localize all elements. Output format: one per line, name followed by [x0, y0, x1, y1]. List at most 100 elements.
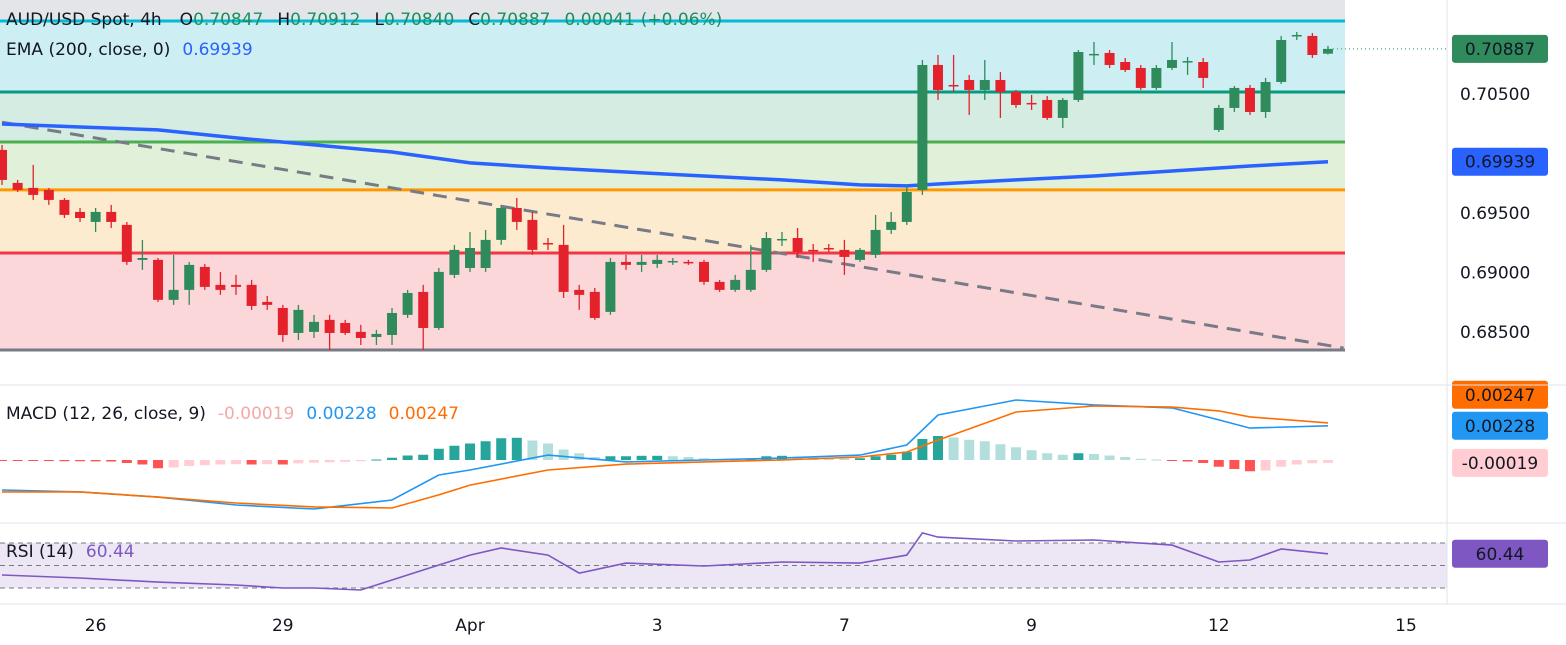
trendline: [1, 120, 1344, 350]
ema-price-label-box: [1452, 147, 1548, 176]
candle-body: [621, 261, 631, 265]
ema-name: EMA (200, close, 0): [6, 40, 170, 60]
ohlc-value: 0.70912: [290, 10, 360, 30]
candle-body: [215, 284, 226, 290]
candle-body: [979, 79, 990, 90]
candle-body: [433, 271, 444, 328]
histogram-bar: [121, 460, 132, 463]
histogram-bar: [652, 455, 663, 460]
candle-body: [1151, 67, 1162, 88]
histogram-bar: [543, 443, 553, 460]
histogram-bar: [699, 458, 709, 460]
histogram-bar: [1120, 457, 1131, 460]
candle-body: [1010, 91, 1021, 105]
level-band: [0, 141, 1345, 190]
candle-body: [199, 266, 210, 287]
macd-price-label: 0.00247: [1465, 386, 1535, 406]
histogram-bar: [917, 439, 928, 460]
histogram-bar: [480, 441, 491, 460]
candle-body: [137, 257, 148, 260]
histogram-bar: [28, 460, 39, 461]
histogram-bar: [496, 438, 507, 460]
histogram-bar: [1026, 450, 1037, 460]
histogram-bar: [1276, 460, 1287, 467]
histogram-bar: [1291, 460, 1302, 465]
histogram-bar: [293, 460, 304, 464]
ohlc-value: 0.70887: [480, 10, 550, 30]
histogram-bar: [246, 460, 257, 465]
histogram-bar: [1010, 447, 1021, 460]
candle-body: [761, 237, 772, 270]
ohlc-letter: O: [180, 10, 193, 30]
candle-body: [652, 259, 663, 264]
macd-value: 0.00228: [306, 404, 376, 424]
histogram-bar: [1260, 460, 1271, 471]
rsi-price-label-box: [1452, 539, 1548, 568]
x-tick-label: 29: [272, 616, 294, 636]
candle-body: [465, 247, 476, 268]
histogram-bar: [527, 440, 538, 460]
histogram-bar: [1135, 458, 1146, 460]
rsi-price-label: 60.44: [1476, 545, 1525, 565]
histogram-bar: [1182, 460, 1193, 462]
histogram-bar: [12, 460, 23, 461]
candle-body: [262, 301, 273, 305]
ema-line: [1, 122, 1329, 188]
candle-body: [293, 309, 304, 333]
histogram-bar: [1213, 460, 1224, 467]
candle-body: [75, 211, 86, 219]
ema-legend: EMA (200, close, 0) 0.69939: [6, 40, 253, 60]
candle-body: [870, 229, 881, 255]
y-tick-label: 0.68500: [1460, 323, 1530, 343]
histogram-bar: [964, 439, 975, 460]
candle-body: [1026, 102, 1037, 105]
histogram-bar: [1229, 460, 1240, 469]
histogram-value: -0.00019: [218, 404, 294, 424]
candle-body: [231, 284, 242, 287]
macd-price-label: -0.00019: [1462, 454, 1538, 474]
histogram-bar: [433, 448, 444, 460]
histogram-bar: [1073, 453, 1084, 460]
histogram-bar: [1307, 460, 1318, 464]
x-tick-label: 3: [652, 616, 663, 636]
histogram-bar: [574, 453, 585, 460]
candle-body: [309, 321, 320, 332]
candle-body: [28, 187, 39, 195]
candle-body: [1244, 87, 1255, 112]
histogram-bar: [932, 436, 943, 460]
candle-body: [106, 211, 117, 222]
histogram-bar: [137, 460, 148, 465]
candle-body: [855, 249, 865, 260]
candle-body: [496, 208, 507, 240]
ema-value: 0.69939: [182, 40, 252, 60]
histogram-bar: [371, 459, 382, 461]
histogram-bar: [324, 460, 335, 463]
candle-body: [184, 264, 195, 290]
candle-body: [574, 289, 585, 295]
candle-body: [387, 312, 398, 335]
candle-body: [636, 261, 647, 265]
histogram-bar: [449, 445, 460, 460]
level-band: [0, 20, 1345, 92]
candle-body: [730, 279, 741, 290]
histogram-bar: [262, 460, 273, 465]
histogram-bar: [153, 460, 164, 469]
candle-body: [917, 64, 928, 190]
candle-body: [964, 79, 975, 90]
candle-body: [1120, 61, 1131, 70]
level-band: [0, 252, 1345, 350]
histogram-bar: [1151, 459, 1162, 461]
candle-body: [1073, 52, 1084, 100]
histogram-bar: [199, 460, 210, 466]
level-band: [0, 189, 1345, 253]
x-tick-label: 9: [1026, 616, 1037, 636]
candle-body: [324, 319, 335, 333]
top-band: [0, 0, 1345, 21]
histogram-bar: [792, 456, 803, 460]
histogram-bar: [870, 456, 881, 460]
candle-body: [121, 224, 132, 262]
histogram-bar: [558, 449, 569, 460]
histogram-bar: [340, 460, 351, 462]
candle-body: [0, 149, 8, 180]
